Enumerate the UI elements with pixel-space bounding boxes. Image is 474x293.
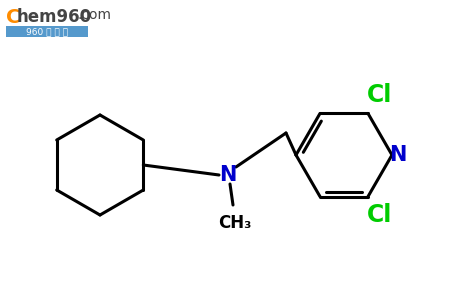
Text: Cl: Cl (367, 202, 392, 226)
FancyBboxPatch shape (6, 26, 88, 37)
Text: .com: .com (78, 8, 112, 22)
Text: CH₃: CH₃ (219, 214, 252, 232)
Text: N: N (389, 145, 407, 165)
Text: N: N (219, 165, 237, 185)
Text: Cl: Cl (367, 84, 392, 108)
Text: C: C (6, 8, 20, 27)
Text: 960 化 工 网: 960 化 工 网 (26, 27, 68, 36)
Text: hem960: hem960 (17, 8, 92, 26)
